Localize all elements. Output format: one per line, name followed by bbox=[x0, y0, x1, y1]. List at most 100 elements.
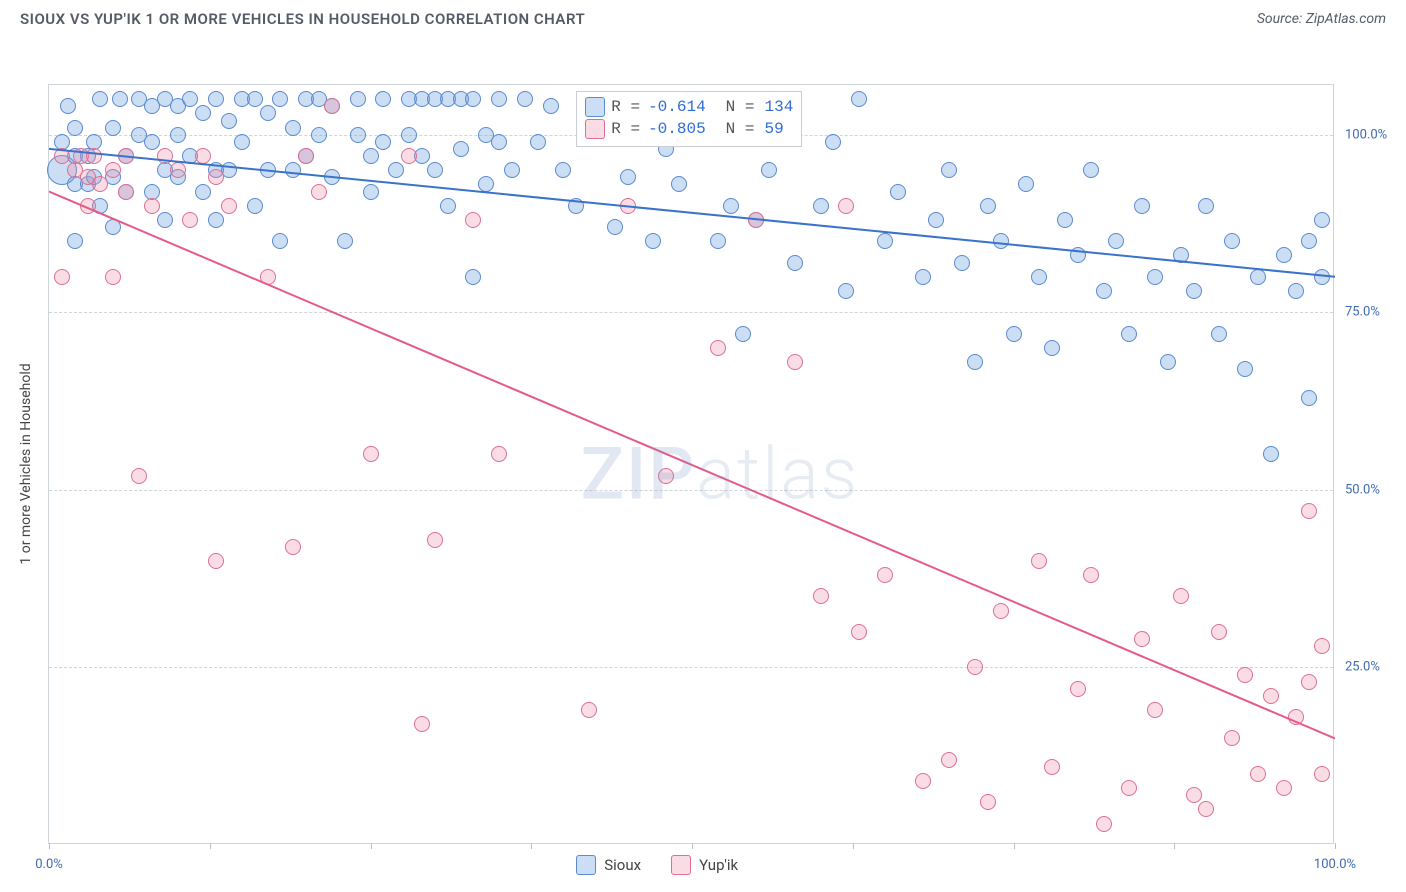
data-point-yupik bbox=[491, 446, 507, 462]
data-point-yupik bbox=[105, 162, 121, 178]
data-point-sioux bbox=[1070, 247, 1086, 263]
x-tick bbox=[1335, 843, 1336, 849]
data-point-sioux bbox=[1147, 269, 1163, 285]
data-point-sioux bbox=[157, 212, 173, 228]
y-tick-label: 25.0% bbox=[1345, 660, 1380, 675]
data-point-sioux bbox=[735, 326, 751, 342]
data-point-sioux bbox=[105, 120, 121, 136]
data-point-sioux bbox=[877, 233, 893, 249]
y-tick-label: 75.0% bbox=[1345, 305, 1380, 320]
data-point-sioux bbox=[1263, 446, 1279, 462]
data-point-yupik bbox=[967, 659, 983, 675]
trendline-yupik bbox=[49, 192, 1335, 739]
data-point-sioux bbox=[530, 134, 546, 150]
y-tick-label: 100.0% bbox=[1345, 127, 1387, 142]
x-tick bbox=[853, 843, 854, 849]
stat-n-value: 134 bbox=[764, 96, 793, 118]
data-point-sioux bbox=[1108, 233, 1124, 249]
data-point-sioux bbox=[671, 176, 687, 192]
data-point-yupik bbox=[414, 716, 430, 732]
data-point-sioux bbox=[491, 91, 507, 107]
data-point-yupik bbox=[1173, 588, 1189, 604]
data-point-sioux bbox=[221, 113, 237, 129]
data-point-sioux bbox=[285, 120, 301, 136]
data-point-sioux bbox=[401, 127, 417, 143]
data-point-sioux bbox=[272, 233, 288, 249]
swatch-yupik bbox=[585, 119, 605, 139]
data-point-yupik bbox=[1276, 780, 1292, 796]
stats-box: R =-0.614N =134R =-0.805N =59 bbox=[576, 91, 802, 147]
data-point-sioux bbox=[517, 91, 533, 107]
data-point-yupik bbox=[1250, 766, 1266, 782]
stat-r-label: R = bbox=[611, 118, 640, 140]
data-point-yupik bbox=[1237, 667, 1253, 683]
data-point-yupik bbox=[465, 212, 481, 228]
x-label-right: 100.0% bbox=[1314, 857, 1356, 872]
legend-swatch-yupik bbox=[671, 855, 691, 875]
data-point-yupik bbox=[1301, 674, 1317, 690]
data-point-yupik bbox=[285, 539, 301, 555]
data-point-sioux bbox=[851, 91, 867, 107]
data-point-sioux bbox=[1314, 212, 1330, 228]
x-tick bbox=[371, 843, 372, 849]
x-tick bbox=[49, 843, 50, 849]
data-point-yupik bbox=[980, 794, 996, 810]
legend-swatch-sioux bbox=[576, 855, 596, 875]
data-point-sioux bbox=[337, 233, 353, 249]
data-point-sioux bbox=[787, 255, 803, 271]
data-point-sioux bbox=[1211, 326, 1227, 342]
data-point-yupik bbox=[1186, 787, 1202, 803]
data-point-sioux bbox=[350, 91, 366, 107]
data-point-sioux bbox=[260, 105, 276, 121]
swatch-sioux bbox=[585, 97, 605, 117]
data-point-yupik bbox=[54, 269, 70, 285]
data-point-sioux bbox=[1006, 326, 1022, 342]
data-point-yupik bbox=[170, 162, 186, 178]
y-axis-title: 1 or more Vehicles in Household bbox=[18, 363, 34, 564]
data-point-yupik bbox=[851, 624, 867, 640]
data-point-sioux bbox=[1250, 269, 1266, 285]
data-point-yupik bbox=[1314, 766, 1330, 782]
data-point-sioux bbox=[1301, 233, 1317, 249]
gridline bbox=[49, 312, 1333, 313]
stat-r-value: -0.614 bbox=[648, 96, 706, 118]
data-point-yupik bbox=[1314, 638, 1330, 654]
data-point-sioux bbox=[285, 162, 301, 178]
data-point-yupik bbox=[86, 148, 102, 164]
data-point-yupik bbox=[813, 588, 829, 604]
data-point-sioux bbox=[941, 162, 957, 178]
data-point-sioux bbox=[1186, 283, 1202, 299]
gridline bbox=[49, 667, 1333, 668]
x-tick bbox=[1014, 843, 1015, 849]
data-point-yupik bbox=[1096, 816, 1112, 832]
data-point-yupik bbox=[118, 148, 134, 164]
data-point-yupik bbox=[260, 269, 276, 285]
data-point-sioux bbox=[92, 91, 108, 107]
data-point-sioux bbox=[1301, 390, 1317, 406]
data-point-sioux bbox=[504, 162, 520, 178]
data-point-yupik bbox=[131, 468, 147, 484]
data-point-yupik bbox=[221, 198, 237, 214]
data-point-sioux bbox=[465, 91, 481, 107]
data-point-yupik bbox=[1198, 801, 1214, 817]
stat-r-value: -0.805 bbox=[648, 118, 706, 140]
data-point-yupik bbox=[1301, 503, 1317, 519]
data-point-sioux bbox=[388, 162, 404, 178]
data-point-sioux bbox=[723, 198, 739, 214]
data-point-sioux bbox=[915, 269, 931, 285]
data-point-yupik bbox=[208, 553, 224, 569]
data-point-yupik bbox=[1211, 624, 1227, 640]
stat-n-label: N = bbox=[726, 118, 755, 140]
data-point-sioux bbox=[1044, 340, 1060, 356]
stat-r-label: R = bbox=[611, 96, 640, 118]
data-point-sioux bbox=[543, 98, 559, 114]
data-point-yupik bbox=[92, 176, 108, 192]
stat-n-value: 59 bbox=[764, 118, 783, 140]
data-point-yupik bbox=[941, 752, 957, 768]
data-point-sioux bbox=[350, 127, 366, 143]
x-tick bbox=[1174, 843, 1175, 849]
data-point-sioux bbox=[607, 219, 623, 235]
data-point-sioux bbox=[1173, 247, 1189, 263]
data-point-sioux bbox=[1031, 269, 1047, 285]
data-point-yupik bbox=[401, 148, 417, 164]
